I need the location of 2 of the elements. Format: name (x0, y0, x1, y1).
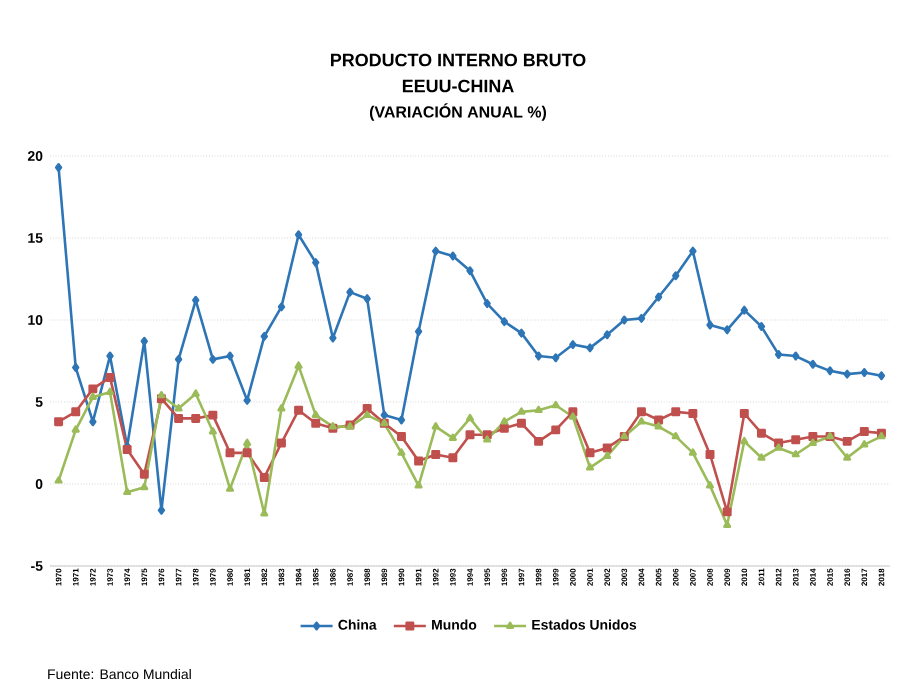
chart-title: PRODUCTO INTERNO BRUTO (331, 53, 586, 67)
chart-subtitle: EEUU-CHINA (402, 79, 514, 93)
